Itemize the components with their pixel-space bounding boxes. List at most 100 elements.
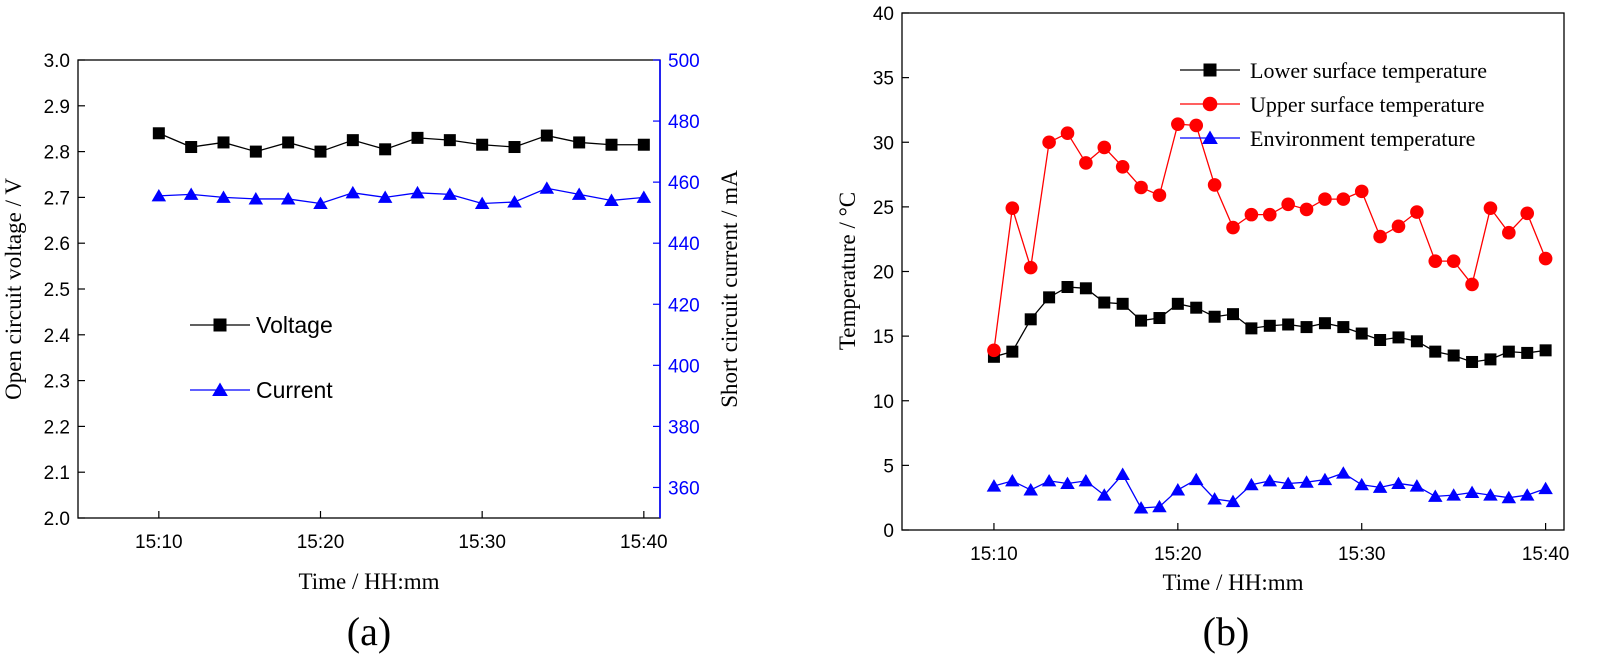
data-point-environment-temperature <box>1483 488 1498 501</box>
series-line-current <box>158 187 644 205</box>
data-point-voltage <box>249 145 262 158</box>
data-point-environment-temperature <box>1538 481 1553 495</box>
data-point-environment-temperature <box>1170 483 1186 496</box>
data-point-lower-surface-temperature <box>1171 297 1184 310</box>
data-point-upper-surface-temperature <box>1538 251 1553 266</box>
data-point-upper-surface-temperature <box>1171 117 1185 131</box>
data-point-upper-surface-temperature <box>1005 201 1020 215</box>
data-point-environment-temperature <box>1133 501 1149 514</box>
data-point-upper-surface-temperature <box>1410 205 1424 219</box>
legend-label-b: Lower surface temperature <box>1250 58 1487 83</box>
data-point-environment-temperature <box>1501 490 1517 504</box>
y-tick-label-a: 2.6 <box>44 234 70 255</box>
data-point-lower-surface-temperature <box>1410 335 1423 348</box>
x-tick-label-b: 15:10 <box>970 544 1018 565</box>
data-point-lower-surface-temperature <box>1429 345 1442 358</box>
data-point-upper-surface-temperature <box>1152 188 1167 203</box>
data-point-voltage <box>282 136 295 149</box>
y-tick-label-a: 2.7 <box>44 188 70 209</box>
data-point-lower-surface-temperature <box>1282 318 1295 331</box>
data-point-environment-temperature <box>1023 483 1038 496</box>
y2-tick-label-a: 380 <box>668 417 700 438</box>
data-point-voltage <box>540 129 553 142</box>
ticks-b: 15:10 15:20 15:30 15:40 0 5 10 15 20 25 30 35 40 <box>873 4 1570 565</box>
data-point-environment-temperature <box>1262 473 1278 487</box>
y-tick-label-a: 2.4 <box>44 326 71 347</box>
data-point-environment-temperature <box>1115 467 1130 480</box>
data-point-lower-surface-temperature <box>1484 353 1497 366</box>
data-point-environment-temperature <box>1372 480 1388 493</box>
y-tick-label-b: 15 <box>873 327 894 348</box>
data-point-environment-temperature <box>1464 485 1480 499</box>
data-point-lower-surface-temperature <box>1263 319 1276 332</box>
data-point-environment-temperature <box>1428 489 1443 502</box>
data-point-upper-surface-temperature <box>1079 156 1093 170</box>
data-point-upper-surface-temperature <box>1483 201 1498 215</box>
x-tick-label-b: 15:40 <box>1522 544 1570 565</box>
data-point-upper-surface-temperature <box>1023 260 1038 275</box>
data-point-upper-surface-temperature <box>1428 254 1443 268</box>
data-point-voltage <box>605 138 618 151</box>
data-point-lower-surface-temperature <box>1043 291 1056 304</box>
y-tick-label-a: 2.8 <box>44 143 70 164</box>
data-point-environment-temperature <box>1207 492 1222 505</box>
y2-axis-title-a: Short circuit current / mA <box>717 170 742 408</box>
panel-label-a: (a) <box>347 609 391 654</box>
data-point-upper-surface-temperature <box>1115 160 1130 174</box>
data-point-lower-surface-temperature <box>1227 308 1239 321</box>
legend-label-b: Environment temperature <box>1250 126 1475 151</box>
ticks-a: 15:10 15:20 15:30 15:40 2.0 2.1 2.2 2.3 2.4 2.5 2.… <box>44 51 700 553</box>
series-a <box>151 127 652 210</box>
plot-frame-b <box>901 12 1565 531</box>
data-point-current <box>507 195 522 208</box>
data-point-environment-temperature <box>986 479 1002 492</box>
legend-marker-b <box>1202 96 1218 112</box>
data-point-lower-surface-temperature <box>1337 321 1350 334</box>
data-point-lower-surface-temperature <box>1318 317 1331 330</box>
data-point-voltage <box>379 143 392 156</box>
data-point-upper-surface-temperature <box>1446 254 1461 268</box>
legend-marker-a <box>212 382 228 396</box>
data-point-upper-surface-temperature <box>1318 192 1332 206</box>
y2-tick-label-a: 460 <box>668 173 700 194</box>
y-tick-label-a: 2.5 <box>44 280 70 301</box>
data-point-lower-surface-temperature <box>1024 313 1037 326</box>
y-tick-label-b: 25 <box>873 198 894 219</box>
data-point-current <box>636 190 652 203</box>
data-point-environment-temperature <box>1097 488 1112 501</box>
y-tick-label-a: 3.0 <box>44 51 70 72</box>
legend-marker-a <box>213 318 227 332</box>
data-point-upper-surface-temperature <box>1189 118 1204 133</box>
x-axis-title-a: Time / HH:mm <box>298 569 439 594</box>
data-point-lower-surface-temperature <box>1466 355 1479 368</box>
data-point-current <box>216 190 231 203</box>
data-point-upper-surface-temperature <box>1042 135 1056 150</box>
y-tick-label-a: 2.2 <box>44 417 70 438</box>
legend-marker-b <box>1202 130 1218 144</box>
data-point-environment-temperature <box>1060 476 1075 489</box>
data-point-current <box>442 187 458 200</box>
legend-a: Voltage Current <box>190 312 333 403</box>
y2-tick-label-a: 480 <box>668 112 700 133</box>
data-point-lower-surface-temperature <box>1116 297 1129 310</box>
legend-label-a: Voltage <box>256 312 333 338</box>
data-point-environment-temperature <box>1244 477 1259 491</box>
data-point-current <box>151 188 167 202</box>
data-point-lower-surface-temperature <box>1098 296 1111 309</box>
series-b <box>986 117 1553 514</box>
data-point-current <box>377 190 393 203</box>
data-point-voltage <box>152 127 165 140</box>
series-line-upper-surface-temperature <box>993 123 1547 351</box>
data-point-environment-temperature <box>1280 476 1296 489</box>
data-point-environment-temperature <box>1519 488 1535 501</box>
y-tick-label-b: 40 <box>873 4 894 25</box>
panel-b: 15:10 15:20 15:30 15:40 0 5 10 15 20 25 30 35 40 Tim… <box>835 4 1569 654</box>
y2-tick-label-a: 440 <box>668 234 700 255</box>
data-point-lower-surface-temperature <box>1006 345 1019 358</box>
data-point-environment-temperature <box>1336 466 1351 479</box>
data-point-lower-surface-temperature <box>1521 346 1534 359</box>
y-tick-label-a: 2.9 <box>44 97 70 118</box>
data-point-voltage <box>217 136 230 149</box>
data-point-lower-surface-temperature <box>1502 345 1515 358</box>
